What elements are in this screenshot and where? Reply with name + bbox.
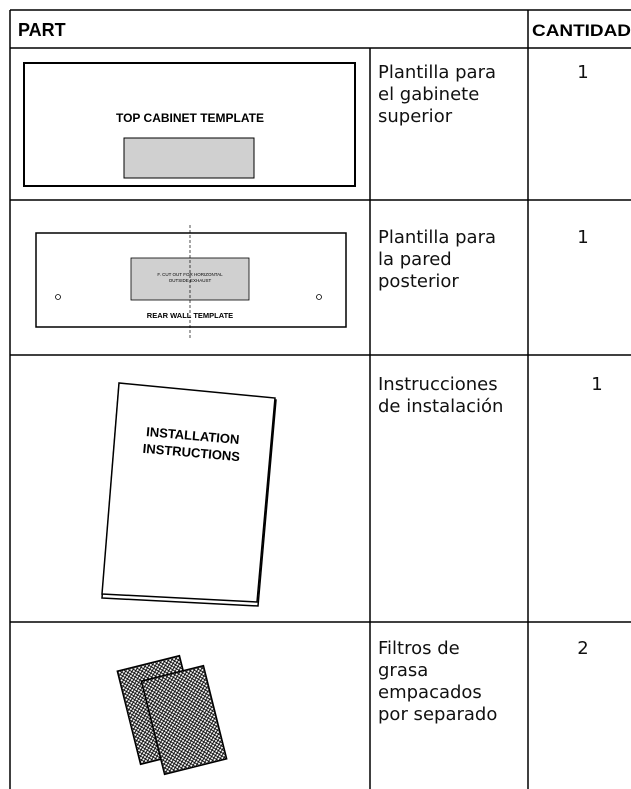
- description-line: la pared: [378, 249, 452, 270]
- description-line: el gabinete: [378, 84, 479, 105]
- part-label: OUTSIDE EXHAUST: [169, 278, 212, 283]
- description-line: superior: [378, 106, 453, 127]
- grease-filters: [116, 654, 228, 776]
- header-quantity: CANTIDAD: [532, 21, 631, 40]
- top-cabinet-template: TOP CABINET TEMPLATE: [23, 62, 356, 187]
- installation-booklet: INSTALLATION INSTRUCTIONS: [101, 382, 277, 607]
- header-part: PART: [18, 20, 66, 40]
- table-grid: [9, 9, 631, 789]
- quantity: 1: [577, 227, 588, 248]
- description-line: posterior: [378, 271, 459, 292]
- rear-wall-template: F. CUT OUT FOR HORIZONTAL OUTSIDE EXHAUS…: [35, 225, 347, 340]
- description-line: por separado: [378, 704, 497, 725]
- quantity: 2: [577, 638, 588, 659]
- part-label: TOP CABINET TEMPLATE: [116, 111, 264, 125]
- quantity: 1: [591, 374, 602, 395]
- part-label: REAR WALL TEMPLATE: [147, 311, 233, 320]
- description-line: de instalación: [378, 396, 503, 417]
- description-line: Instrucciones: [378, 374, 498, 395]
- description-line: Filtros de: [378, 638, 460, 659]
- description-line: Plantilla para: [378, 62, 496, 83]
- quantity: 1: [577, 62, 588, 83]
- description-line: grasa: [378, 660, 428, 681]
- part-label: F. CUT OUT FOR HORIZONTAL: [157, 272, 223, 277]
- description-line: Plantilla para: [378, 227, 496, 248]
- description-line: empacados: [378, 682, 482, 703]
